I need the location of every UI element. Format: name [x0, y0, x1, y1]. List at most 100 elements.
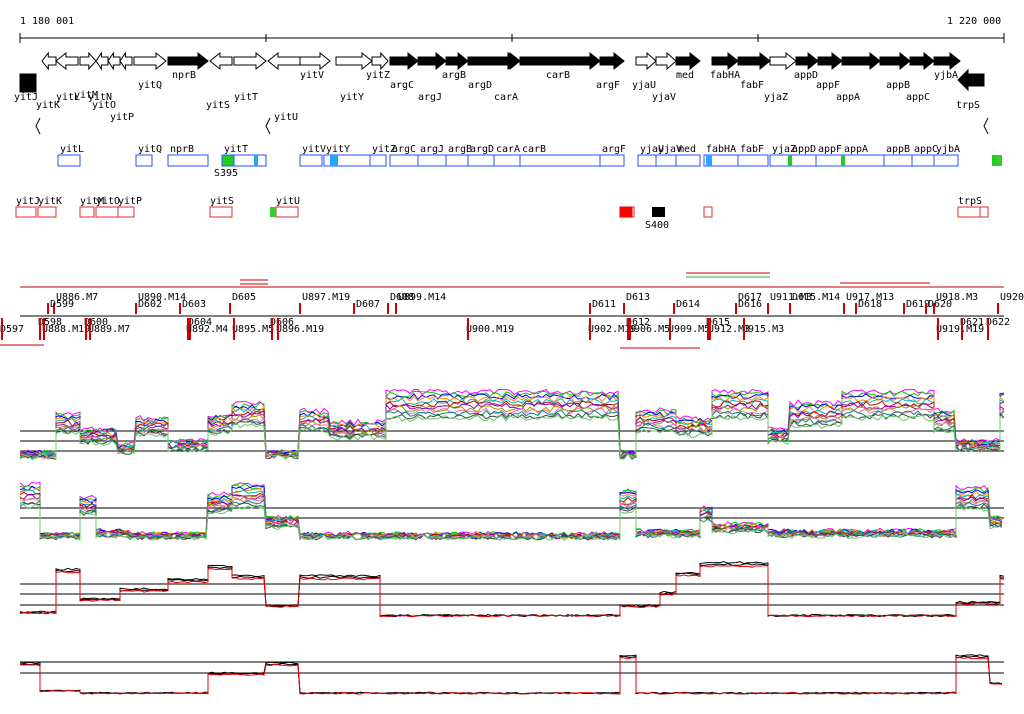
forward-transcript-yitL[interactable]: [57, 154, 81, 167]
gene-arrow-carB[interactable]: [519, 51, 601, 71]
segment-label-D620[interactable]: D620: [928, 299, 952, 310]
gene-arrow-yitV[interactable]: [299, 51, 331, 71]
forward-transcript-yitQ[interactable]: [135, 154, 153, 167]
segment-label-D616[interactable]: D616: [738, 299, 762, 310]
forward-transcript-argD[interactable]: [467, 154, 495, 167]
gene-arrow-carA[interactable]: [489, 51, 521, 71]
segment-label-U917.M13[interactable]: U917.M13: [846, 292, 894, 303]
gene-arrow-yjbA[interactable]: [933, 51, 961, 71]
segment-label-D603[interactable]: D603: [182, 299, 206, 310]
gene-arrow-appD[interactable]: [795, 51, 819, 71]
reverse-transcript-box[interactable]: [703, 206, 713, 218]
gene-arrow-appC[interactable]: [909, 51, 935, 71]
forward-transcript-appB[interactable]: [883, 154, 913, 167]
gene-arrow-yitY[interactable]: [335, 51, 373, 71]
forward-transcript-carB[interactable]: [519, 154, 601, 167]
forward-transcript-yitV[interactable]: [299, 154, 323, 167]
forward-transcript-nprB[interactable]: [167, 154, 209, 167]
forward-transcript-yitZ[interactable]: [369, 154, 387, 167]
gene-arrow-yitK[interactable]: [41, 51, 57, 71]
gene-arrow-yitM[interactable]: [79, 51, 97, 71]
segment-label-D605[interactable]: D605: [232, 292, 256, 303]
gene-arrow-fabHA[interactable]: [711, 51, 739, 71]
segment-label-D611[interactable]: D611: [592, 299, 616, 310]
gene-arrow-yitJ[interactable]: [19, 73, 37, 93]
reverse-transcript-yitU[interactable]: [275, 206, 299, 218]
reverse-transcript-yitM[interactable]: [79, 206, 95, 218]
segment-label-U918.M3[interactable]: U918.M3: [936, 292, 978, 303]
reverse-transcript-box[interactable]: [979, 206, 989, 218]
forward-transcript-appA[interactable]: [841, 154, 885, 167]
segment-label-D604[interactable]: D604: [188, 317, 212, 328]
gene-arrow-yitT[interactable]: [233, 51, 267, 71]
gene-arrow-yitQ[interactable]: [133, 51, 167, 71]
gene-arrow-med[interactable]: [675, 51, 701, 71]
segment-label-U919.M19[interactable]: U919.M19: [936, 324, 984, 335]
segment-label-U899.M14[interactable]: U899.M14: [398, 292, 446, 303]
gene-arrow-yitO[interactable]: [107, 51, 121, 71]
reverse-transcript-yitS[interactable]: [209, 206, 233, 218]
segment-label-D614[interactable]: D614: [676, 299, 700, 310]
segment-label-D621[interactable]: D621: [960, 317, 984, 328]
forward-transcript-argF[interactable]: [599, 154, 625, 167]
segment-label-U906.M5[interactable]: U906.M5: [628, 324, 670, 335]
forward-transcript-yjaU[interactable]: [637, 154, 657, 167]
forward-transcript-appF[interactable]: [815, 154, 843, 167]
gene-arrow-appF[interactable]: [817, 51, 843, 71]
gene-arrow-appB[interactable]: [879, 51, 911, 71]
forward-transcript-argB[interactable]: [445, 154, 469, 167]
gene-arrow-argF[interactable]: [599, 51, 625, 71]
segment-label-D612[interactable]: D612: [626, 317, 650, 328]
reverse-transcript-yitO[interactable]: [95, 206, 119, 218]
forward-transcript-appD[interactable]: [789, 154, 817, 167]
forward-transcript-carA[interactable]: [493, 154, 521, 167]
segment-label-U915.M3[interactable]: U915.M3: [742, 324, 784, 335]
segment-label-U892.M4[interactable]: U892.M4: [186, 324, 228, 335]
segment-label-D618[interactable]: D618: [858, 299, 882, 310]
gene-arrow-yitN[interactable]: [95, 51, 109, 71]
segment-label-U920[interactable]: U920: [1000, 292, 1024, 303]
segment-label-D622[interactable]: D622: [986, 317, 1010, 328]
gene-arrow-yjaU[interactable]: [635, 51, 657, 71]
segment-label-D606[interactable]: D606: [270, 317, 294, 328]
reverse-transcript-yitJ[interactable]: [15, 206, 37, 218]
site-red-marker[interactable]: [619, 206, 633, 218]
segment-label-D602[interactable]: D602: [138, 299, 162, 310]
segment-label-D619[interactable]: D619: [906, 299, 930, 310]
segment-label-U888.M19[interactable]: U888.M19: [42, 324, 90, 335]
gene-arrow-nprB[interactable]: [167, 51, 209, 71]
segment-label-U902.M19[interactable]: U902.M19: [588, 324, 636, 335]
segment-label-U900.M19[interactable]: U900.M19: [466, 324, 514, 335]
segment-label-D608[interactable]: D608: [390, 292, 414, 303]
gene-arrow-yjaZ[interactable]: [769, 51, 797, 71]
gene-arrow-fabF[interactable]: [737, 51, 771, 71]
forward-transcript-yjbA[interactable]: [933, 154, 959, 167]
reverse-transcript-yitK[interactable]: [37, 206, 57, 218]
forward-transcript-med[interactable]: [675, 154, 701, 167]
forward-transcript-yjaV[interactable]: [655, 154, 677, 167]
forward-transcript-argC[interactable]: [389, 154, 419, 167]
forward-transcript-appC[interactable]: [911, 154, 935, 167]
gene-arrow-yitS[interactable]: [209, 51, 233, 71]
gene-arrow-trpS[interactable]: [957, 68, 985, 92]
forward-transcript-argJ[interactable]: [417, 154, 447, 167]
segment-label-U912.M3[interactable]: U912.M3: [708, 324, 750, 335]
gene-arrow-argB[interactable]: [445, 51, 469, 71]
segment-label-D598[interactable]: D598: [38, 317, 62, 328]
gene-arrow-argC[interactable]: [389, 51, 419, 71]
reverse-transcript-yitP[interactable]: [117, 206, 135, 218]
segment-label-D599[interactable]: D599: [50, 299, 74, 310]
segment-label-D600[interactable]: D600: [84, 317, 108, 328]
segment-label-U889.M7[interactable]: U889.M7: [88, 324, 130, 335]
gene-arrow-yitP[interactable]: [119, 51, 133, 71]
gene-arrow-yjaV[interactable]: [655, 51, 677, 71]
forward-transcript-fabF[interactable]: [737, 154, 769, 167]
segment-label-U897.M19[interactable]: U897.M19: [302, 292, 350, 303]
segment-label-D615[interactable]: D615: [706, 317, 730, 328]
gene-arrow-yitZ[interactable]: [371, 51, 389, 71]
gene-arrow-appA[interactable]: [841, 51, 881, 71]
segment-label-D607[interactable]: D607: [356, 299, 380, 310]
gene-arrow-yitU[interactable]: [267, 51, 301, 71]
segment-label-U896.M19[interactable]: U896.M19: [276, 324, 324, 335]
segment-label-D615.M14[interactable]: D615.M14: [792, 292, 840, 303]
